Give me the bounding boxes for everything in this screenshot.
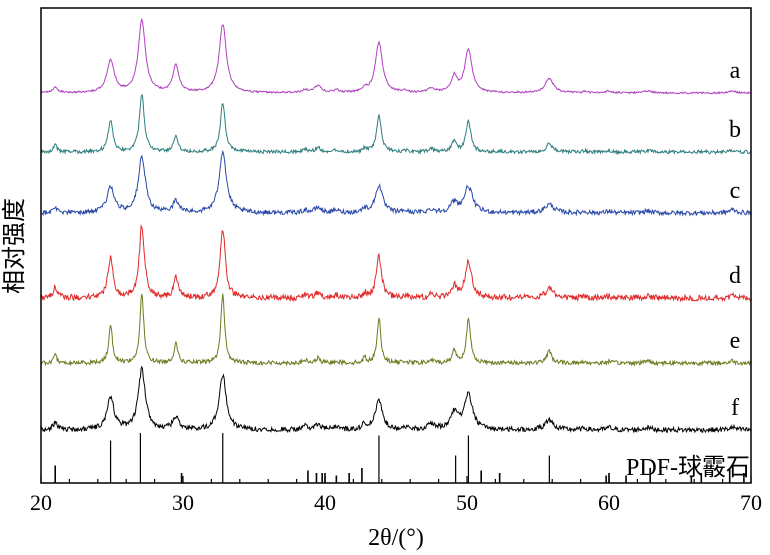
reference-label: PDF-球霰石 [626,454,750,481]
x-tick-label: 60 [598,490,620,515]
series-traces [40,17,752,434]
series-label-d: d [729,263,741,289]
x-tick-label: 30 [172,490,194,515]
series-line-f [40,365,752,434]
series-label-e: e [730,328,741,354]
series-labels: a b c d e f [729,58,741,421]
x-axis-title: 2θ/(°) [368,525,424,551]
x-tick-label: 50 [456,490,478,515]
series-label-f: f [731,395,739,421]
x-tick-label: 40 [314,490,336,515]
series-label-b: b [729,117,741,143]
x-ticks: 20 30 40 50 60 70 [30,476,762,515]
series-line-c [40,149,752,217]
plot-frame [40,7,752,484]
y-axis-title: 相对强度 [1,198,28,294]
series-line-b [40,94,752,156]
series-line-a [40,17,752,95]
x-tick-label: 70 [740,490,762,515]
series-line-e [40,293,752,367]
x-tick-label: 20 [30,490,52,515]
series-label-c: c [730,178,741,204]
series-line-d [40,224,752,303]
series-label-a: a [730,58,741,84]
reference-pattern [54,433,745,483]
